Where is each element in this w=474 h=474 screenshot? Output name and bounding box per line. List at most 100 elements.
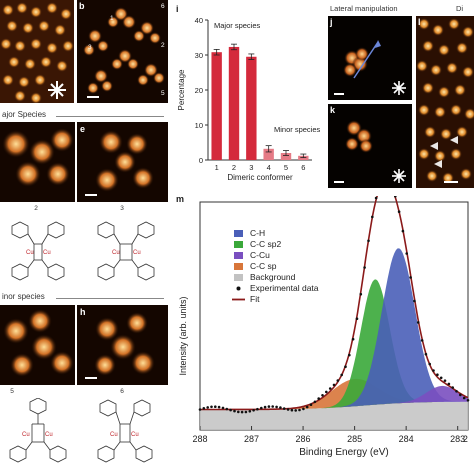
stm-image-j: j xyxy=(328,16,412,100)
data-point xyxy=(455,390,458,393)
annotation-minor-species: Minor species xyxy=(274,125,320,134)
legend-label: Experimental data xyxy=(250,283,319,293)
data-point xyxy=(405,252,408,255)
data-point xyxy=(290,408,294,412)
bar-chart-i: 0 10 20 30 40 1 2 3 4 5 6 Dimeric conformer Percenta… xyxy=(177,16,320,182)
data-point xyxy=(260,406,263,410)
data-point xyxy=(275,405,278,409)
data-point xyxy=(317,397,320,400)
x-tick-label: 284 xyxy=(399,434,414,444)
x-tick-label: 6 xyxy=(301,163,305,172)
stm-e-graphic xyxy=(95,130,154,192)
x-tick-label: 4 xyxy=(267,163,271,172)
bar xyxy=(280,153,292,160)
stm-b-number-3: 3 xyxy=(88,44,92,51)
x-tick-label: 283 xyxy=(450,434,465,444)
cu-label: Cu xyxy=(43,250,51,256)
panel-label-h: h xyxy=(80,307,86,317)
data-point xyxy=(451,386,455,389)
arrow-markers xyxy=(430,136,458,168)
bar xyxy=(246,56,257,160)
data-point xyxy=(256,407,259,411)
section-major-species: ajor Species xyxy=(2,110,47,119)
stm-h-graphic xyxy=(94,312,155,376)
x-tick-label: 1 xyxy=(215,163,219,172)
data-point xyxy=(432,369,435,372)
scale-bar xyxy=(85,377,97,379)
data-point xyxy=(447,382,451,386)
data-point xyxy=(210,405,213,409)
data-point xyxy=(321,394,324,397)
data-point xyxy=(305,405,309,409)
panel-label-k: k xyxy=(330,105,336,115)
data-point xyxy=(302,407,305,411)
data-point xyxy=(344,365,347,368)
panel-label-m: m xyxy=(176,194,185,204)
data-point xyxy=(348,353,351,357)
data-point xyxy=(279,406,282,409)
x-tick-label: 5 xyxy=(284,163,288,172)
stm-image-g xyxy=(0,305,75,385)
series-fit xyxy=(200,196,469,411)
legend-swatch xyxy=(234,252,243,259)
scale-bar xyxy=(85,194,97,196)
x-axis-label: Binding Energy (eV) xyxy=(299,447,389,458)
y-tick-label: 0 xyxy=(199,156,203,165)
bar xyxy=(211,52,222,161)
x-tick-label: 286 xyxy=(296,434,311,444)
manipulation-path xyxy=(353,41,379,79)
legend-swatch xyxy=(236,286,241,291)
star-marker-icon xyxy=(392,169,406,183)
x-tick-label: 288 xyxy=(192,434,207,444)
stm-k-graphic xyxy=(334,120,406,183)
legend-label: C-H xyxy=(250,228,265,238)
stm-b-number-6: 6 xyxy=(161,3,165,10)
data-point xyxy=(466,399,470,402)
data-point xyxy=(371,215,374,219)
stm-b-number-1: 1 xyxy=(110,15,114,22)
data-point xyxy=(325,390,328,394)
data-point xyxy=(394,196,397,198)
data-point xyxy=(439,376,443,380)
data-point xyxy=(416,321,420,324)
cu-label: Cu xyxy=(112,250,120,256)
data-point xyxy=(225,407,229,411)
y-tick-label: 40 xyxy=(195,16,203,25)
stm-a-graphic xyxy=(0,2,74,103)
caption-conformer-3: 3 xyxy=(120,205,124,212)
panel-l-title: Di xyxy=(456,4,464,13)
legend-swatch xyxy=(234,230,243,237)
section-divider xyxy=(56,298,164,299)
stm-b-graphic xyxy=(83,7,165,94)
data-point xyxy=(298,408,301,412)
stm-image-a xyxy=(0,0,74,103)
data-point xyxy=(428,362,432,366)
panel-label-j: j xyxy=(330,17,333,27)
stm-g-graphic xyxy=(3,309,74,377)
legend-label: C-C sp xyxy=(250,261,277,271)
data-point xyxy=(336,379,340,382)
data-point xyxy=(294,409,297,412)
caption-conformer-6: 6 xyxy=(120,388,124,395)
bar xyxy=(228,46,240,161)
arrow-head-icon xyxy=(375,40,381,48)
data-point xyxy=(282,407,286,410)
data-point xyxy=(267,405,271,408)
data-point xyxy=(367,239,370,243)
legend-label: Background xyxy=(250,272,296,282)
data-point xyxy=(420,339,424,342)
cu-label: Cu xyxy=(110,432,118,438)
annotation-major-species: Major species xyxy=(214,21,261,30)
data-point xyxy=(240,410,244,414)
data-point xyxy=(244,410,248,414)
series-background xyxy=(200,401,468,430)
legend-label: C-Cu xyxy=(250,250,270,260)
legend-label: Fit xyxy=(250,294,260,304)
stm-d-graphic xyxy=(2,128,74,187)
lateral-manipulation-title: Lateral manipulation xyxy=(330,4,398,13)
star-marker-icon xyxy=(48,81,66,99)
cu-label: Cu xyxy=(131,432,139,438)
stm-image-k: k xyxy=(328,104,412,188)
data-point xyxy=(229,408,232,412)
cu-label: Cu xyxy=(26,250,34,256)
